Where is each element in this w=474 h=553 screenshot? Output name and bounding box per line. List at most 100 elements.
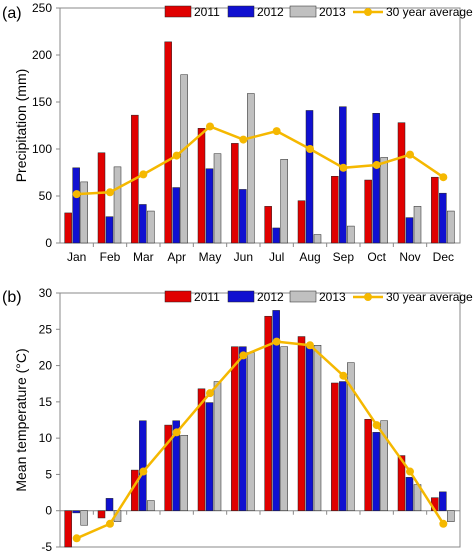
bar-2012 xyxy=(372,432,380,511)
legend-label-2013: 2013 xyxy=(319,290,346,304)
bar-2011 xyxy=(331,176,339,244)
bar-2012 xyxy=(439,491,447,511)
bar-2011 xyxy=(264,315,272,511)
average-point xyxy=(439,519,448,528)
bar-2013 xyxy=(280,346,288,511)
legend-swatch-2011 xyxy=(164,5,192,18)
bar-2012 xyxy=(272,227,280,244)
bar-2012 xyxy=(205,402,214,511)
y-tick-label: 100 xyxy=(32,142,52,156)
y-tick-label: 0 xyxy=(45,236,52,250)
legend-swatch-2011 xyxy=(164,290,192,303)
average-point xyxy=(239,135,248,144)
y-axis-label: Precipitation (mm) xyxy=(13,69,29,183)
bar-2013 xyxy=(347,362,355,511)
x-tick-label: Aug xyxy=(299,250,320,264)
average-point xyxy=(406,467,414,476)
bar-2011 xyxy=(97,510,106,519)
y-tick-label: 5 xyxy=(45,467,52,481)
legend-swatch-average-point xyxy=(364,8,372,16)
bar-2013 xyxy=(380,420,388,511)
average-point xyxy=(72,534,81,543)
bar-2012 xyxy=(172,187,180,244)
bar-2013 xyxy=(413,206,422,244)
average-point xyxy=(306,341,314,350)
bar-2012 xyxy=(305,110,314,244)
bar-2013 xyxy=(313,345,322,511)
bar-2013 xyxy=(280,159,288,244)
bar-2012 xyxy=(72,510,80,514)
chart-panel-precipitation: 0 50 100 150 200 250 Jan Feb Mar Apr May Jun Jul Aug S… xyxy=(2,1,473,264)
y-tick-label: -5 xyxy=(41,540,52,553)
bar-2011 xyxy=(164,424,172,511)
average-point xyxy=(272,337,281,346)
average-point xyxy=(139,467,148,476)
x-tick-label: Sep xyxy=(333,250,355,264)
legend-label-average: 30 year average xyxy=(386,290,473,304)
bar-2011 xyxy=(197,128,206,244)
bar-2013 xyxy=(447,210,455,244)
bar-2011 xyxy=(197,388,206,511)
bar-2013 xyxy=(113,166,122,244)
bar-2013 xyxy=(80,181,88,244)
average-point xyxy=(139,170,148,179)
y-tick-label: 0 xyxy=(45,504,52,518)
average-point xyxy=(239,351,248,360)
plot-frame xyxy=(59,292,461,548)
average-point xyxy=(439,173,448,182)
bar-2013 xyxy=(213,153,222,244)
x-tick-label: Jan xyxy=(67,250,86,264)
legend-label-2012: 2012 xyxy=(257,5,284,19)
bar-2012 xyxy=(305,343,314,511)
average-line xyxy=(76,124,445,196)
average-point xyxy=(339,163,348,172)
bar-2011 xyxy=(431,176,439,244)
bar-2012 xyxy=(339,106,347,244)
y-tick-label: 50 xyxy=(39,189,53,203)
x-tick-label: Jun xyxy=(234,250,253,264)
average-point xyxy=(406,150,414,159)
bar-2012 xyxy=(105,216,114,244)
bar-2012 xyxy=(139,204,147,244)
panel-label: (b) xyxy=(2,289,22,306)
average-point xyxy=(272,127,281,136)
average-point xyxy=(339,371,348,380)
average-point xyxy=(172,428,181,437)
bar-2011 xyxy=(397,455,406,511)
average-line xyxy=(76,340,445,540)
x-tick-label: May xyxy=(199,250,222,264)
bar-2013 xyxy=(213,381,222,511)
average-point xyxy=(206,389,214,398)
bar-2013 xyxy=(80,510,88,526)
x-tick-label: Dec xyxy=(433,250,454,264)
bar-2012 xyxy=(339,381,347,511)
y-tick-label: 20 xyxy=(39,359,53,373)
bar-2013 xyxy=(147,500,155,511)
average-point xyxy=(372,421,381,430)
bar-2011 xyxy=(97,152,106,244)
average-point xyxy=(206,122,214,131)
chart-panel-temperature: -5051015202530JanFebMarAprMayJunJulAugSe… xyxy=(2,286,473,553)
bar-2012 xyxy=(405,477,414,511)
bar-2012 xyxy=(239,346,247,511)
legend-label-2013: 2013 xyxy=(319,5,346,19)
legend-swatch-average-point xyxy=(364,293,372,301)
bar-2012 xyxy=(205,168,214,244)
bar-2012 xyxy=(105,498,114,511)
legend-swatch-2013 xyxy=(289,290,317,303)
bar-2011 xyxy=(231,346,239,511)
average-point xyxy=(172,151,181,160)
average-point xyxy=(106,519,114,528)
x-tick-label: Mar xyxy=(133,250,154,264)
legend: 2011 2012 2013 30 year average xyxy=(164,290,473,304)
legend-label-2012: 2012 xyxy=(257,290,284,304)
bar-2013 xyxy=(347,225,355,244)
bar-2011 xyxy=(364,179,372,244)
bar-2011 xyxy=(297,200,306,244)
average-point xyxy=(72,190,81,199)
legend-swatch-2012 xyxy=(227,5,255,18)
bar-2012 xyxy=(239,189,247,244)
x-tick-label: Jul xyxy=(269,250,284,264)
y-tick-label: 150 xyxy=(32,95,52,109)
